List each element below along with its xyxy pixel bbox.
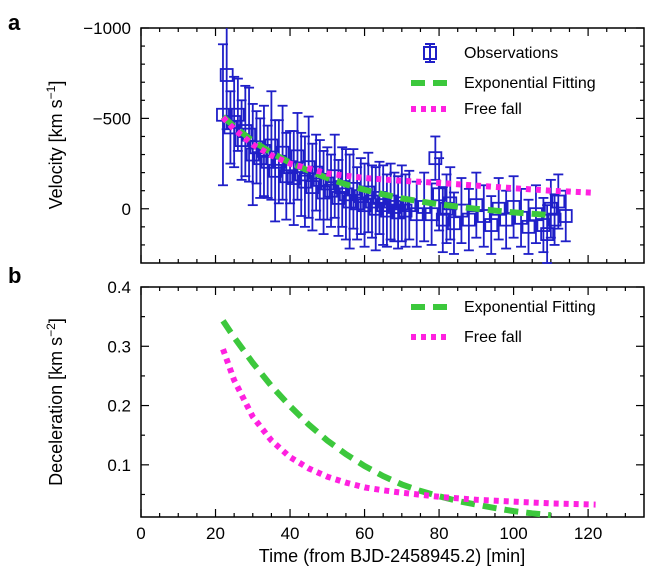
observation-point	[216, 43, 230, 187]
deceleration-exponential-fit-line	[220, 319, 552, 519]
velocity-exponential-fit-line	[221, 114, 552, 219]
time-xtick-label: 20	[206, 524, 225, 543]
observation-marker	[521, 219, 536, 234]
observation-point	[499, 189, 514, 250]
deceleration-ylabel-unit-exponent: −2	[44, 323, 58, 337]
observation-marker	[279, 169, 294, 184]
deceleration-panel: 0.1 0.2 0.3 0.4 0 20 40 60 80 100 120 Deceleration…	[44, 278, 645, 566]
observation-point	[484, 195, 499, 255]
observation-marker	[432, 187, 446, 202]
observation-point	[320, 146, 335, 221]
deceleration-ytick-label: 0.3	[107, 337, 131, 356]
deceleration-plot-frame	[140, 286, 645, 518]
velocity-panel: −1000 −500 0 Velocity [km s−1] Observation…	[44, 19, 645, 264]
observation-point	[391, 175, 405, 250]
time-xtick-label: 40	[281, 524, 300, 543]
time-xlabel: Time (from BJD-2458945.2) [min]	[259, 546, 525, 566]
panel-letter-a: a	[8, 10, 21, 35]
observation-point	[245, 103, 260, 207]
observation-point	[454, 177, 469, 245]
deceleration-axis-ticks: 0.1 0.2 0.3 0.4 0 20 40 60 80 100 120	[107, 278, 644, 543]
legend-freefall-label: Free fall	[464, 101, 522, 118]
velocity-ytick-label: 0	[122, 200, 131, 219]
observation-marker	[447, 216, 461, 231]
observation-point	[461, 187, 476, 252]
observation-marker	[290, 149, 305, 164]
observation-point	[469, 171, 484, 239]
observation-marker	[461, 212, 476, 227]
velocity-ytick-label: −500	[93, 109, 131, 128]
observation-point	[551, 173, 566, 230]
observation-point	[424, 182, 439, 246]
observation-point	[558, 189, 573, 243]
observation-point	[309, 133, 324, 212]
observation-marker	[316, 185, 331, 200]
observation-marker	[540, 227, 555, 241]
deceleration-ytick-label: 0.2	[107, 397, 131, 416]
legend-observations-marker	[423, 43, 437, 63]
time-xtick-label: 100	[499, 524, 527, 543]
time-xtick-label: 0	[136, 524, 145, 543]
legend-observations-label: Observations	[464, 45, 558, 62]
velocity-ylabel: Velocity [km s−1]	[44, 81, 66, 210]
deceleration-ylabel: Deceleration [km s−2]	[44, 318, 66, 486]
deceleration-ylabel-close: ]	[46, 318, 66, 323]
observation-marker	[230, 107, 245, 122]
velocity-freefall-line	[220, 115, 596, 196]
velocity-axis-ticks: −1000 −500 0	[83, 19, 644, 263]
observation-marker	[219, 68, 234, 82]
observation-point	[547, 193, 562, 246]
observation-point	[521, 198, 536, 255]
observation-marker	[499, 212, 514, 227]
deceleration-legend: Exponential Fitting Free fall	[411, 299, 596, 346]
deceleration-data-layer	[220, 319, 596, 519]
legend-exponential-label: Exponential Fitting	[464, 75, 596, 92]
deceleration-ytick-label: 0.4	[107, 278, 131, 297]
observation-marker	[543, 201, 558, 216]
observation-marker	[409, 207, 424, 222]
deceleration-ytick-label: 0.1	[107, 456, 131, 475]
panel-letter-b: b	[8, 263, 21, 288]
legend-b-freefall-label: Free fall	[464, 329, 522, 346]
deceleration-freefall-line	[220, 348, 596, 508]
velocity-data-layer	[216, 28, 596, 264]
time-xtick-label: 120	[574, 524, 602, 543]
observation-marker	[350, 196, 365, 211]
observation-point	[432, 157, 446, 232]
velocity-ylabel-close: ]	[46, 81, 66, 86]
velocity-plot-frame	[140, 27, 645, 264]
observation-marker	[391, 205, 405, 220]
deceleration-ylabel-main: Deceleration [km s	[46, 337, 66, 486]
observation-point	[447, 191, 461, 255]
observation-marker	[476, 209, 491, 223]
velocity-legend: Observations Exponential Fitting Free fa…	[411, 43, 596, 118]
legend-b-exponential-label: Exponential Fitting	[464, 299, 596, 316]
time-xtick-label: 60	[355, 524, 374, 543]
time-xtick-label: 80	[430, 524, 449, 543]
observation-point	[409, 180, 424, 248]
observation-marker	[558, 209, 573, 223]
observation-marker	[551, 194, 566, 209]
observation-marker	[309, 165, 324, 180]
observation-marker	[484, 218, 499, 232]
velocity-ytick-label: −1000	[83, 19, 131, 38]
velocity-ylabel-main: Velocity [km s	[46, 99, 66, 209]
velocity-ylabel-unit-exponent: −1	[44, 85, 58, 99]
